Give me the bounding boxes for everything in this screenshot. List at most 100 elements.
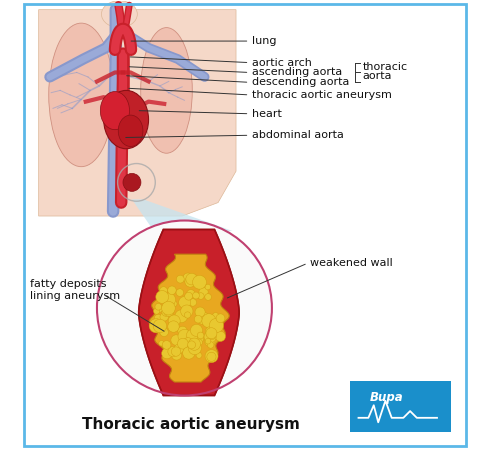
Circle shape [170,300,177,307]
Circle shape [155,304,163,312]
Circle shape [188,342,201,355]
Circle shape [216,314,225,323]
Circle shape [205,350,218,363]
Text: heart: heart [252,109,282,119]
Circle shape [175,310,188,323]
Circle shape [207,342,214,348]
Circle shape [183,273,193,283]
Text: lining aneurysm: lining aneurysm [30,291,120,301]
Text: Thoracic aortic aneurysm: Thoracic aortic aneurysm [82,417,300,432]
Circle shape [199,288,208,297]
Circle shape [193,275,206,289]
Circle shape [196,339,202,346]
Circle shape [162,308,170,316]
Circle shape [205,326,216,337]
Circle shape [177,338,188,349]
Circle shape [159,341,164,346]
Circle shape [164,306,174,316]
Circle shape [205,294,212,300]
Circle shape [159,327,168,335]
Circle shape [178,326,187,336]
Circle shape [176,289,184,297]
Circle shape [186,273,197,285]
Ellipse shape [123,173,141,191]
Circle shape [168,346,178,356]
Circle shape [184,312,191,318]
Circle shape [204,331,216,343]
Circle shape [156,291,169,303]
Text: abdominal aorta: abdominal aorta [252,130,343,140]
Circle shape [149,319,163,333]
Circle shape [205,338,211,344]
Circle shape [196,312,209,324]
Circle shape [168,286,176,295]
Circle shape [196,279,205,288]
Text: fatty deposits: fatty deposits [30,279,106,289]
Circle shape [172,347,182,356]
Circle shape [162,348,172,359]
Circle shape [209,333,216,339]
Circle shape [162,293,175,306]
Bar [350,381,451,432]
Text: thoracic: thoracic [363,62,408,72]
Circle shape [162,302,175,315]
Circle shape [182,296,191,304]
Text: descending aorta: descending aorta [252,77,349,87]
Circle shape [188,341,196,349]
Circle shape [171,335,181,345]
Circle shape [154,314,162,322]
Circle shape [168,315,180,327]
Circle shape [174,344,184,354]
Circle shape [155,303,162,310]
Circle shape [187,329,198,341]
Circle shape [187,289,195,298]
Ellipse shape [100,91,129,130]
Circle shape [207,352,216,361]
Polygon shape [39,9,236,216]
Circle shape [209,318,223,333]
Circle shape [188,338,200,350]
Circle shape [191,324,202,337]
Circle shape [168,321,179,332]
Circle shape [202,314,216,328]
Text: weakened wall: weakened wall [310,258,393,268]
Circle shape [205,284,211,290]
Ellipse shape [141,27,192,153]
Polygon shape [132,199,233,231]
Text: aortic arch: aortic arch [252,58,312,68]
Circle shape [195,315,202,323]
Ellipse shape [101,1,137,27]
Circle shape [193,292,199,299]
Circle shape [185,276,196,287]
Text: aorta: aorta [363,71,392,81]
Circle shape [194,334,204,343]
Text: thoracic aortic aneurysm: thoracic aortic aneurysm [252,90,392,100]
Circle shape [162,341,171,349]
Circle shape [196,352,202,358]
Circle shape [197,293,204,299]
Circle shape [172,347,181,356]
Circle shape [197,332,204,339]
Polygon shape [139,230,239,396]
Text: lung: lung [252,36,276,46]
Circle shape [209,340,215,346]
Circle shape [176,275,184,283]
Circle shape [195,307,205,317]
Ellipse shape [104,90,148,149]
Text: Bupa: Bupa [370,391,404,404]
Circle shape [178,329,192,343]
Circle shape [189,299,196,306]
Circle shape [183,338,193,347]
Circle shape [97,220,272,396]
Circle shape [204,335,216,346]
Ellipse shape [49,23,114,166]
Polygon shape [149,254,229,382]
Circle shape [172,350,182,360]
Circle shape [160,287,168,295]
Circle shape [183,347,195,359]
Circle shape [215,331,225,342]
Circle shape [181,305,193,317]
Text: ascending aorta: ascending aorta [252,68,342,77]
Circle shape [153,319,167,333]
Circle shape [212,313,219,319]
